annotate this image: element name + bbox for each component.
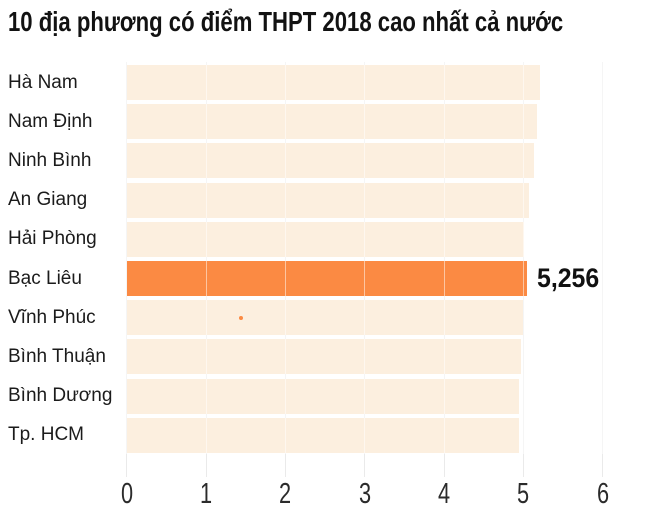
x-tick-label-3: 3 (358, 478, 371, 510)
bar-nam-dinh[interactable] (126, 104, 537, 140)
gridline-overlay-1 (205, 62, 207, 454)
row-label-tp-hcm: Tp. HCM (8, 424, 84, 446)
x-tick-label-1: 1 (199, 478, 213, 510)
gridline-overlay-2 (284, 62, 286, 454)
row-label-binh-thuan: Bình Thuận (8, 345, 106, 367)
bar-ninh-binh[interactable] (126, 143, 534, 179)
gridline-overlay-0 (126, 62, 128, 454)
gridline-overlay-3 (364, 62, 366, 454)
row-label-an-giang: An Giang (8, 189, 88, 211)
row-label-ninh-binh: Ninh Bình (8, 149, 92, 171)
bar-vinh-phuc[interactable] (126, 300, 523, 336)
row-label-ha-nam: Hà Nam (8, 71, 78, 93)
chart-title: 10 địa phương có điểm THPT 2018 cao nhất… (8, 6, 564, 37)
gridline-overlay-5 (522, 62, 524, 454)
row-label-hai-phong: Hải Phòng (8, 228, 97, 250)
bar-ha-nam[interactable] (126, 65, 540, 100)
row-label-nam-dinh: Nam Định (8, 110, 93, 132)
bar-binh-duong[interactable] (126, 378, 520, 414)
bar-tp-hcm[interactable] (126, 417, 519, 453)
row-label-bac-lieu: Bạc Liêu (8, 267, 82, 289)
row-label-vinh-phuc: Vĩnh Phúc (8, 306, 96, 328)
x-tick-label-6: 6 (596, 478, 609, 510)
gridline-overlay-4 (443, 62, 445, 454)
x-tick-label-5: 5 (517, 478, 530, 510)
bar-binh-thuan[interactable] (126, 339, 521, 375)
bar-hai-phong[interactable] (126, 221, 525, 257)
stray-dot (239, 316, 243, 320)
x-tick-label-0: 0 (120, 478, 133, 510)
row-label-binh-duong: Bình Dương (8, 385, 113, 407)
bar-bac-lieu[interactable] (126, 261, 527, 296)
bar-an-giang[interactable] (126, 182, 529, 218)
highlighted-value-label: 5,256 (537, 263, 600, 293)
x-tick-label-4: 4 (437, 478, 451, 510)
gridline-overlay-6 (602, 62, 604, 454)
x-tick-label-2: 2 (279, 478, 292, 510)
